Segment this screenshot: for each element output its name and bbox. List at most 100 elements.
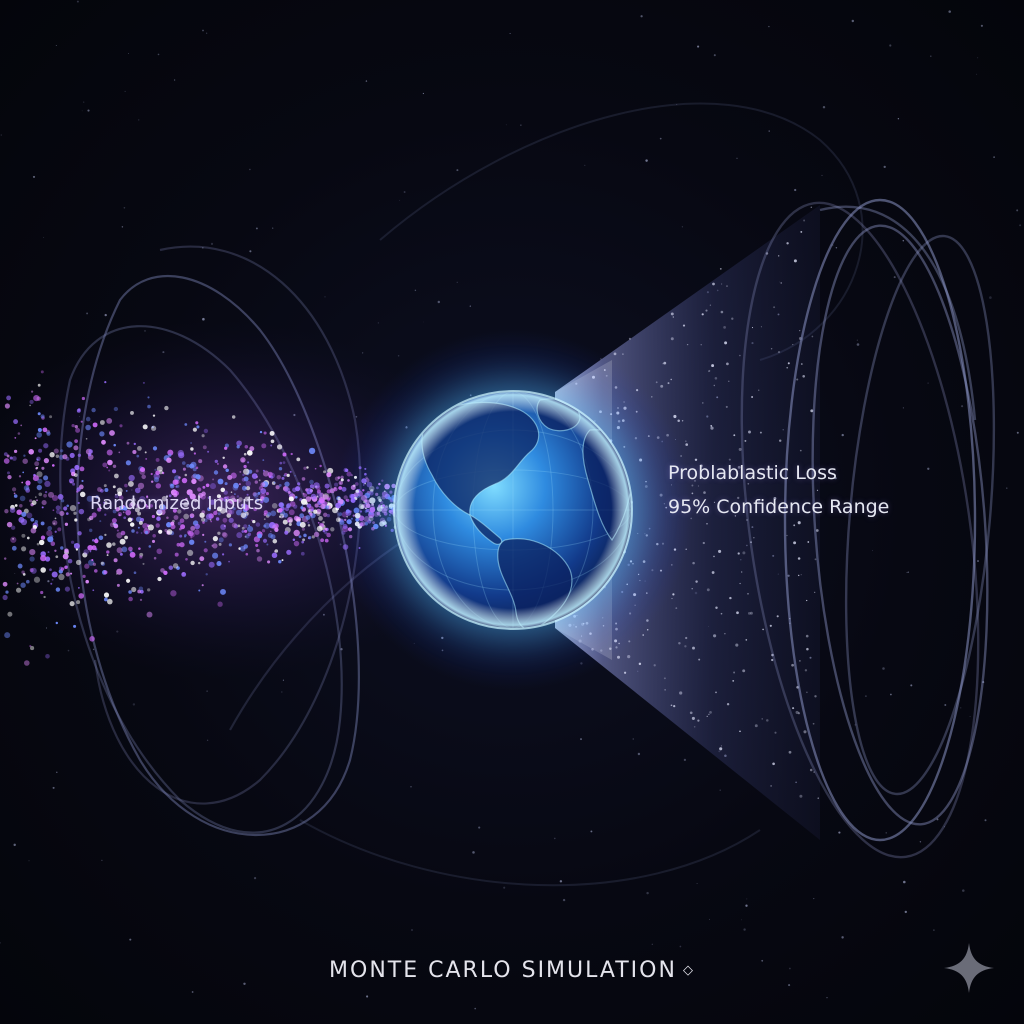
input-particle [248,524,250,527]
star [1016,209,1019,212]
input-particle [64,522,69,526]
input-particle [197,561,201,565]
cone-particle [771,658,774,662]
cone-particle [766,719,769,722]
input-particle [41,466,45,470]
cone-particle [711,364,715,368]
star [637,752,641,756]
input-particle [186,549,194,557]
confidence-range-label: 95% Confidence Range [668,496,890,518]
diagram-title: MONTE CARLO SIMULATION [329,958,677,983]
star [835,247,838,249]
cone-particle [786,242,789,245]
input-particle [244,445,249,449]
star [414,289,417,292]
input-particle [314,467,317,470]
input-particle [293,529,300,537]
star [856,339,858,341]
cone-particle [792,707,795,710]
input-particle [40,567,46,573]
cone-particle [787,362,790,365]
cone-particle [793,541,797,545]
input-particle [97,507,102,512]
input-particle [129,551,136,558]
input-particle [172,479,179,485]
input-particle [145,457,148,460]
input-particle [102,501,106,504]
cone-particle [691,587,693,590]
input-particle [203,428,209,434]
cone-particle [792,344,794,346]
input-particle [115,493,117,496]
input-particle [224,482,228,486]
input-particle [152,414,156,417]
cone-particle [733,671,736,674]
cone-particle [797,712,801,715]
input-particle [118,495,124,500]
cone-particle [771,653,774,657]
cone-particle [726,703,730,706]
input-particle [36,471,43,478]
cone-particle [670,378,672,381]
input-particle [157,509,163,515]
input-particle [77,531,82,536]
input-particle [73,473,78,477]
input-particle [147,396,150,399]
input-particle [170,483,174,487]
input-particle [183,513,190,520]
cone-particle [760,326,762,328]
cone-particle [664,689,666,691]
input-particle [74,464,80,471]
star [202,317,205,321]
input-particle [120,530,126,536]
star [788,984,791,987]
star [253,876,257,880]
input-particle [58,573,65,581]
star [838,831,841,834]
input-particle [221,531,227,537]
cone-particle [731,317,734,320]
cone-particle [810,409,814,413]
cone-particle [623,671,627,674]
input-particle [262,469,265,472]
input-particle [23,454,26,457]
input-particle [262,538,268,543]
input-particle [180,524,186,530]
input-particle [17,563,23,569]
input-particle [270,439,275,444]
input-particle [99,420,105,425]
input-particle [216,561,222,567]
input-particle [228,543,233,547]
star [127,53,129,54]
input-particle [111,518,117,524]
input-particle [71,423,75,428]
input-particle [228,517,234,523]
cone-particle [759,431,762,434]
input-particle [166,457,172,463]
input-particle [282,515,284,518]
input-particle [194,523,200,530]
input-particle [113,523,119,529]
star [632,738,634,740]
input-particle [217,601,223,607]
input-particle [226,509,233,516]
input-particle [198,589,201,592]
cone-particle [799,794,803,798]
cone-particle [715,691,717,694]
input-particle [286,473,290,478]
cone-particle [758,389,760,391]
input-particle [190,536,193,539]
cone-particle [816,489,819,491]
input-particle [26,512,33,519]
input-particle [108,469,111,472]
input-particle [92,589,95,592]
cone-particle [745,639,748,641]
input-particle [245,485,251,491]
star [851,19,855,23]
input-particle [241,477,246,482]
star [893,276,896,279]
input-particle [139,517,145,522]
input-particle [239,545,246,552]
input-particle [294,495,298,499]
input-particle [76,600,81,605]
